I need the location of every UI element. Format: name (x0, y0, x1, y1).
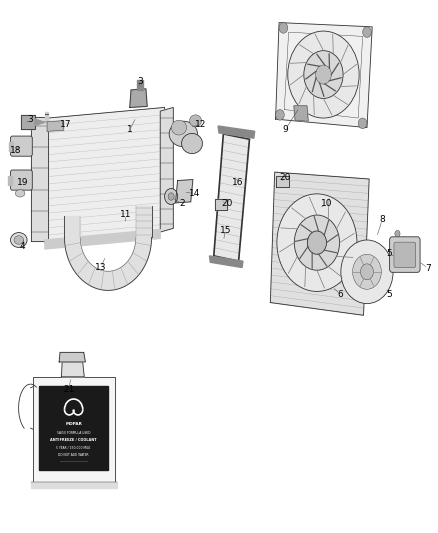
Ellipse shape (15, 190, 25, 197)
FancyBboxPatch shape (11, 170, 32, 190)
Circle shape (279, 22, 288, 33)
Polygon shape (59, 352, 85, 362)
Ellipse shape (14, 236, 24, 244)
Circle shape (277, 194, 357, 292)
Polygon shape (47, 120, 64, 131)
Circle shape (353, 254, 381, 289)
FancyBboxPatch shape (394, 242, 416, 268)
Polygon shape (61, 362, 84, 377)
Circle shape (168, 193, 174, 200)
Circle shape (363, 27, 371, 37)
Polygon shape (160, 108, 173, 232)
Text: MOPAR: MOPAR (65, 422, 82, 426)
Text: 5: 5 (387, 249, 392, 258)
Ellipse shape (169, 121, 198, 147)
FancyBboxPatch shape (390, 237, 420, 272)
Text: 21: 21 (63, 385, 74, 394)
Polygon shape (64, 237, 152, 290)
Ellipse shape (189, 115, 201, 126)
Polygon shape (215, 199, 227, 210)
Polygon shape (39, 386, 108, 470)
Polygon shape (176, 180, 193, 203)
Circle shape (276, 110, 284, 120)
Polygon shape (294, 106, 308, 121)
Text: 12: 12 (195, 120, 206, 129)
Polygon shape (33, 377, 115, 488)
Circle shape (358, 118, 367, 128)
Circle shape (341, 240, 393, 304)
Text: 11: 11 (120, 210, 131, 219)
Ellipse shape (11, 232, 27, 247)
Text: 6: 6 (337, 289, 343, 298)
Text: 5A/50 FORMULA USED: 5A/50 FORMULA USED (57, 431, 90, 435)
Text: 17: 17 (60, 120, 71, 129)
Polygon shape (209, 256, 243, 268)
Ellipse shape (182, 133, 202, 154)
Polygon shape (218, 126, 254, 138)
Text: ANTIFREEZE / COOLANT: ANTIFREEZE / COOLANT (50, 439, 97, 442)
Polygon shape (35, 119, 45, 125)
Text: 16: 16 (232, 178, 243, 187)
Text: 4: 4 (19, 242, 25, 251)
Text: 20: 20 (279, 173, 291, 182)
Text: 13: 13 (95, 263, 106, 272)
Text: 5 YEAR / 150,000 MILE: 5 YEAR / 150,000 MILE (57, 446, 91, 450)
Polygon shape (214, 134, 250, 261)
Text: 9: 9 (282, 125, 288, 134)
Polygon shape (276, 176, 289, 187)
Circle shape (165, 189, 178, 205)
Text: 15: 15 (220, 226, 231, 235)
Text: 19: 19 (17, 178, 28, 187)
Polygon shape (270, 172, 369, 316)
FancyBboxPatch shape (11, 136, 32, 156)
Polygon shape (45, 108, 165, 243)
Polygon shape (276, 22, 372, 127)
Polygon shape (31, 482, 117, 488)
Circle shape (304, 51, 343, 99)
Text: 14: 14 (189, 189, 201, 198)
Polygon shape (21, 115, 35, 128)
Polygon shape (8, 176, 12, 185)
Polygon shape (45, 229, 160, 249)
Polygon shape (136, 206, 152, 237)
Text: 7: 7 (425, 264, 431, 272)
Circle shape (316, 65, 331, 84)
Circle shape (288, 31, 359, 118)
Text: 20: 20 (221, 199, 233, 208)
Text: 8: 8 (379, 215, 385, 224)
Text: 18: 18 (10, 147, 21, 156)
Ellipse shape (171, 120, 187, 135)
Text: 5: 5 (387, 289, 392, 298)
Polygon shape (130, 89, 147, 108)
Text: 2: 2 (179, 199, 185, 208)
Text: 3: 3 (137, 77, 143, 86)
Circle shape (307, 231, 326, 254)
Polygon shape (31, 117, 48, 241)
Text: 3: 3 (27, 115, 32, 124)
Circle shape (395, 230, 400, 237)
Polygon shape (45, 112, 48, 120)
Text: 1: 1 (127, 125, 133, 134)
Text: 10: 10 (321, 199, 333, 208)
Circle shape (360, 264, 374, 280)
Polygon shape (9, 142, 13, 151)
Text: DO NOT ADD WATER: DO NOT ADD WATER (58, 453, 89, 457)
Text: ─────────────────: ───────────────── (60, 460, 88, 464)
Polygon shape (64, 216, 80, 237)
Circle shape (294, 215, 339, 270)
Polygon shape (137, 80, 143, 90)
